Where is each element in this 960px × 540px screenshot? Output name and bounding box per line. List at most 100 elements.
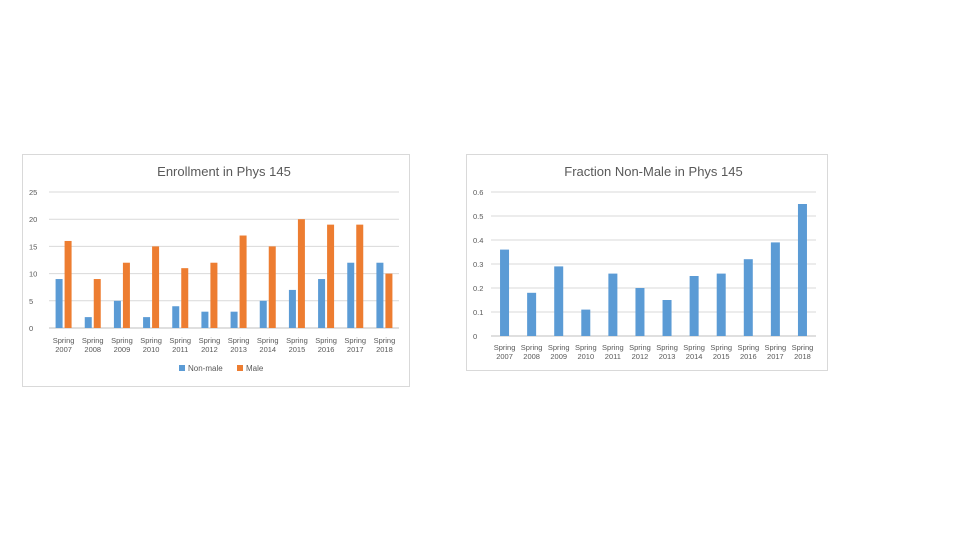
legend-swatch: [237, 365, 243, 371]
fraction-bar-value: [527, 292, 537, 336]
enrollment-x-tick-label: 2012: [201, 345, 218, 354]
fraction-bar-value: [581, 309, 591, 336]
enrollment-bar-male: [327, 224, 335, 328]
enrollment-y-tick-label: 15: [29, 242, 37, 251]
enrollment-x-tick-label: 2017: [347, 345, 364, 354]
fraction-x-tick-label: 2011: [605, 352, 621, 361]
enrollment-x-tick-label: 2014: [259, 345, 276, 354]
legend-label: Non-male: [188, 364, 223, 373]
enrollment-x-tick-label: Spring: [199, 336, 221, 345]
fraction-x-tick-label: 2018: [794, 352, 811, 361]
fraction-x-tick-label: Spring: [575, 343, 597, 352]
fraction-x-tick-label: Spring: [494, 343, 516, 352]
fraction-y-tick-label: 0.1: [473, 308, 483, 317]
enrollment-x-tick-label: Spring: [53, 336, 75, 345]
fraction-x-tick-label: 2007: [496, 352, 513, 361]
enrollment-x-tick-label: Spring: [82, 336, 104, 345]
fraction-bar-value: [662, 300, 672, 336]
enrollment-chart-title: Enrollment in Phys 145: [157, 164, 291, 179]
enrollment-y-tick-label: 10: [29, 270, 37, 279]
legend-label: Male: [246, 364, 264, 373]
fraction-bar-value: [635, 288, 645, 336]
enrollment-y-tick-label: 25: [29, 188, 37, 197]
enrollment-bar-non-male: [84, 317, 92, 328]
enrollment-y-tick-label: 20: [29, 215, 37, 224]
enrollment-x-tick-label: Spring: [286, 336, 308, 345]
enrollment-x-tick-label: 2018: [376, 345, 393, 354]
enrollment-bar-male: [356, 224, 364, 328]
fraction-x-tick-label: Spring: [737, 343, 759, 352]
enrollment-bar-non-male: [201, 311, 209, 328]
fraction-y-tick-label: 0.2: [473, 284, 483, 293]
enrollment-bar-non-male: [230, 311, 238, 328]
fraction-chart-title: Fraction Non-Male in Phys 145: [564, 164, 742, 179]
fraction-x-tick-label: Spring: [656, 343, 678, 352]
enrollment-bar-male: [268, 246, 276, 328]
fraction-x-tick-label: Spring: [683, 343, 705, 352]
fraction-bar-value: [554, 266, 564, 336]
enrollment-bar-non-male: [55, 279, 63, 328]
fraction-x-tick-label: 2017: [767, 352, 784, 361]
enrollment-bar-non-male: [113, 300, 121, 328]
fraction-chart-panel: Fraction Non-Male in Phys 145 0 0.1 0.2 0.3 0…: [466, 154, 828, 371]
enrollment-x-tick-label: 2007: [55, 345, 72, 354]
enrollment-bar-non-male: [172, 306, 180, 328]
enrollment-bar-male: [152, 246, 160, 328]
fraction-bar-value: [743, 259, 753, 336]
fraction-bar-value: [500, 249, 510, 336]
enrollment-x-tick-label: 2011: [172, 345, 188, 354]
fraction-bar-value: [770, 242, 780, 336]
fraction-y-tick-label: 0.6: [473, 188, 483, 197]
enrollment-bar-male: [210, 262, 218, 328]
enrollment-chart-svg: Enrollment in Phys 1450510152025Spring20…: [29, 164, 399, 373]
enrollment-x-tick-label: 2016: [318, 345, 335, 354]
enrollment-x-tick-label: 2010: [143, 345, 160, 354]
enrollment-bar-male: [239, 235, 247, 328]
fraction-bar-value: [716, 273, 726, 336]
enrollment-x-tick-label: 2015: [289, 345, 306, 354]
enrollment-x-tick-label: Spring: [344, 336, 366, 345]
fraction-x-tick-label: 2013: [659, 352, 676, 361]
enrollment-chart-panel: Enrollment in Phys 145 0 5 10 15 20 25 Spring 20…: [22, 154, 410, 387]
enrollment-bar-male: [122, 262, 130, 328]
enrollment-x-tick-label: Spring: [257, 336, 279, 345]
fraction-x-tick-label: 2008: [523, 352, 540, 361]
enrollment-bar-male: [181, 268, 189, 328]
enrollment-x-tick-label: Spring: [315, 336, 337, 345]
enrollment-bar-non-male: [376, 262, 384, 328]
enrollment-x-tick-label: Spring: [169, 336, 191, 345]
fraction-x-tick-label: 2012: [632, 352, 649, 361]
fraction-y-tick-label: 0.5: [473, 212, 483, 221]
enrollment-x-tick-label: Spring: [374, 336, 396, 345]
enrollment-bar-non-male: [318, 279, 326, 328]
fraction-x-tick-label: Spring: [602, 343, 624, 352]
fraction-x-tick-label: Spring: [521, 343, 543, 352]
enrollment-x-tick-label: Spring: [111, 336, 133, 345]
enrollment-bar-male: [64, 240, 72, 328]
fraction-y-tick-label: 0: [473, 332, 477, 341]
fraction-x-tick-label: 2014: [686, 352, 703, 361]
fraction-x-tick-label: 2015: [713, 352, 730, 361]
fraction-x-tick-label: 2016: [740, 352, 757, 361]
enrollment-y-tick-label: 5: [29, 297, 33, 306]
fraction-x-tick-label: Spring: [792, 343, 814, 352]
fraction-chart-svg: Fraction Non-Male in Phys 145 0 0.1 0.2 0.3 0…: [473, 164, 816, 361]
enrollment-bar-non-male: [288, 289, 296, 328]
fraction-x-tick-label: Spring: [765, 343, 787, 352]
enrollment-x-tick-label: 2009: [114, 345, 131, 354]
enrollment-y-tick-label: 0: [29, 324, 33, 333]
legend-swatch: [179, 365, 185, 371]
enrollment-x-tick-label: 2013: [230, 345, 247, 354]
fraction-x-tick-label: 2009: [550, 352, 567, 361]
fraction-x-tick-label: Spring: [710, 343, 732, 352]
enrollment-x-tick-label: Spring: [140, 336, 162, 345]
enrollment-bar-non-male: [259, 300, 267, 328]
enrollment-bar-non-male: [143, 317, 151, 328]
fraction-x-tick-label: Spring: [548, 343, 570, 352]
fraction-bar-value: [689, 276, 699, 336]
fraction-y-tick-label: 0.4: [473, 236, 483, 245]
enrollment-bar-non-male: [347, 262, 355, 328]
enrollment-bar-male: [297, 219, 305, 328]
fraction-y-tick-label: 0.3: [473, 260, 483, 269]
enrollment-x-tick-label: Spring: [228, 336, 250, 345]
